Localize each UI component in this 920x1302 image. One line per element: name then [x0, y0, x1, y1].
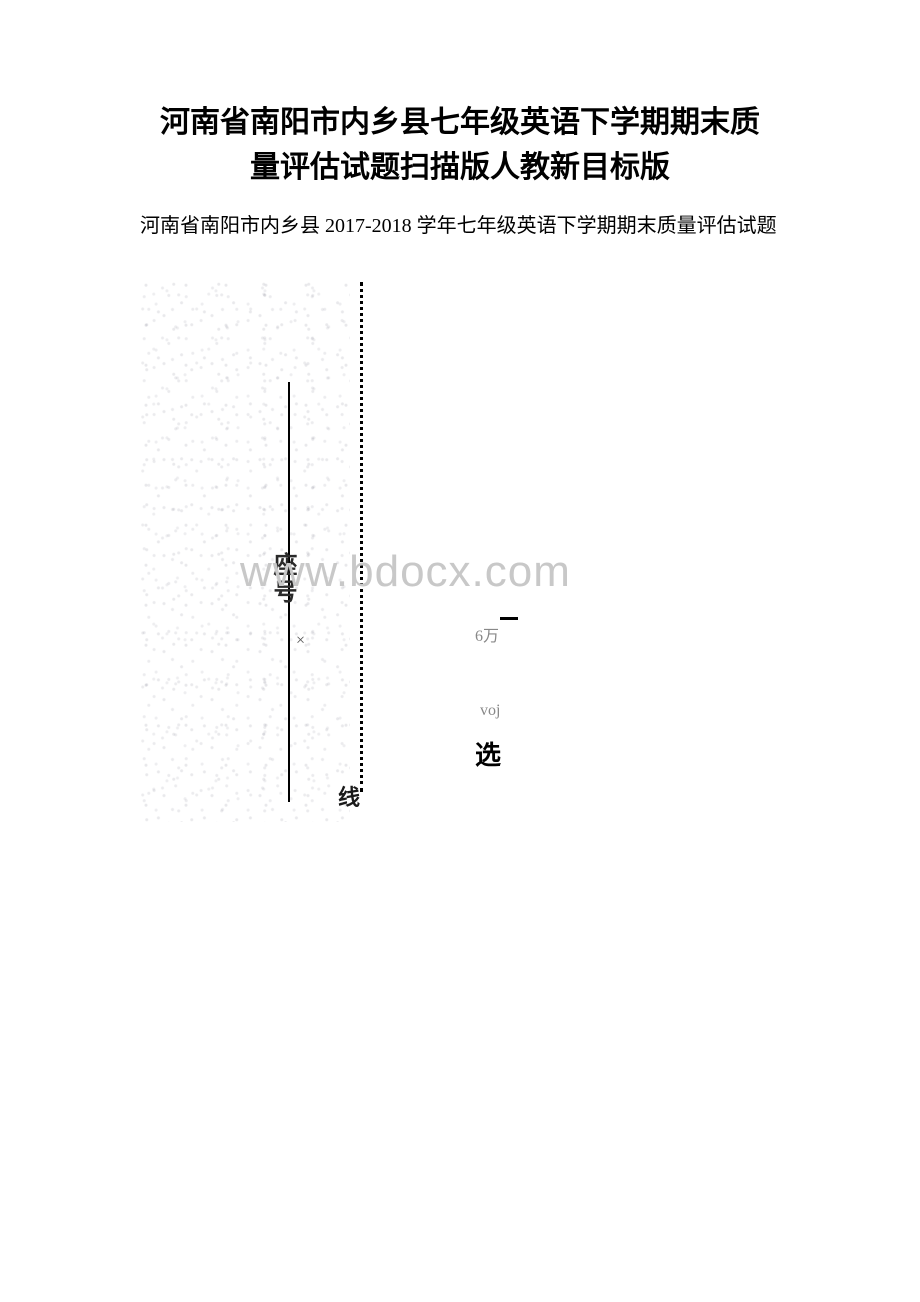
faint-text-2: voj [480, 702, 500, 720]
document-subtitle: 河南省南阳市内乡县 2017-2018 学年七年级英语下学期期末质量评估试题 [100, 210, 820, 242]
faint-text-1: 6万 [475, 622, 499, 646]
title-line-1: 河南省南阳市内乡县七年级英语下学期期末质 [160, 106, 760, 139]
select-label: 选 [475, 735, 501, 772]
dotted-fold-line [360, 282, 363, 792]
line-label: 线 [338, 780, 360, 812]
x-mark: × [296, 632, 305, 650]
watermark-text: www.bdocx.com [240, 547, 571, 597]
title-line-2: 量评估试题扫描版人教新目标版 [250, 151, 670, 184]
scanned-exam-sheet: 座号 × www.bdocx.com 6万 voj 线 选 [140, 282, 560, 822]
scanned-image-area: 座号 × www.bdocx.com 6万 voj 线 选 [100, 282, 820, 822]
document-title: 河南省南阳市内乡县七年级英语下学期期末质 量评估试题扫描版人教新目标版 [100, 100, 820, 190]
dash-marker [500, 617, 518, 620]
